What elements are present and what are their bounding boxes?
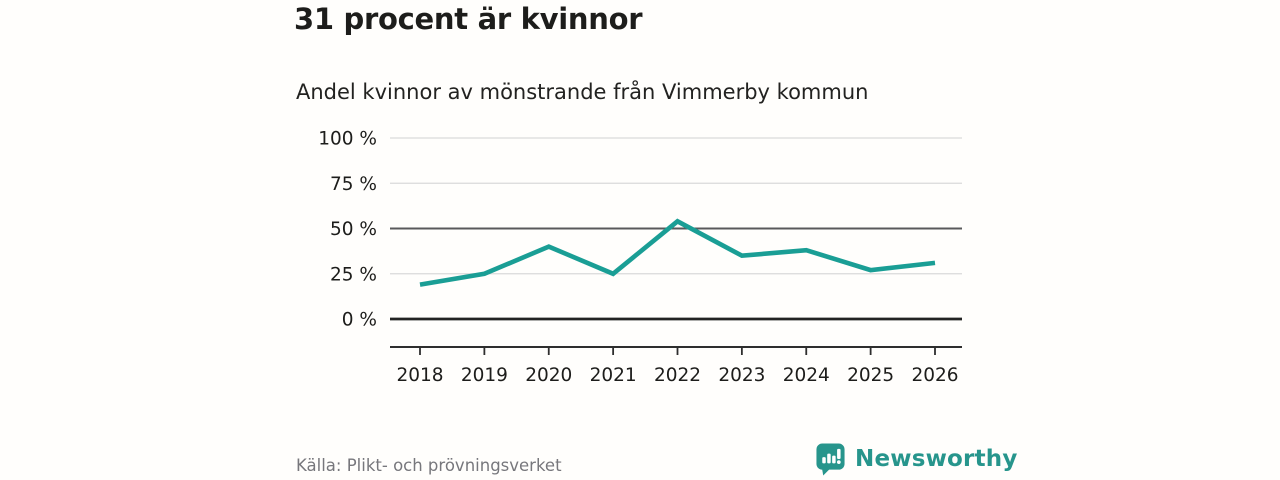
source-note: Källa: Plikt- och prövningsverket xyxy=(296,456,562,475)
x-tick-label: 2021 xyxy=(590,365,637,386)
x-tick-label: 2025 xyxy=(847,365,894,386)
series-line xyxy=(419,218,936,287)
y-tick-label: 50 % xyxy=(330,219,377,240)
x-tick-label: 2022 xyxy=(654,365,701,386)
chart-title: 31 procent är kvinnor xyxy=(294,2,643,36)
x-tick-label: 2023 xyxy=(718,365,765,386)
y-tick-label: 25 % xyxy=(330,264,377,285)
x-tick-label: 2019 xyxy=(461,365,508,386)
y-tick-label: 100 % xyxy=(318,129,377,150)
newsworthy-logo: Newsworthy xyxy=(815,442,1018,476)
chart-subtitle: Andel kvinnor av mönstrande från Vimmerb… xyxy=(296,80,869,104)
x-tick-label: 2024 xyxy=(783,365,830,386)
brand-name: Newsworthy xyxy=(855,446,1018,472)
x-tick-label: 2018 xyxy=(396,365,443,386)
x-tick-label: 2026 xyxy=(911,365,958,386)
x-tick-label: 2020 xyxy=(525,365,572,386)
y-tick-label: 75 % xyxy=(330,174,377,195)
newsworthy-icon xyxy=(816,443,845,476)
y-tick-label: 0 % xyxy=(342,310,377,331)
